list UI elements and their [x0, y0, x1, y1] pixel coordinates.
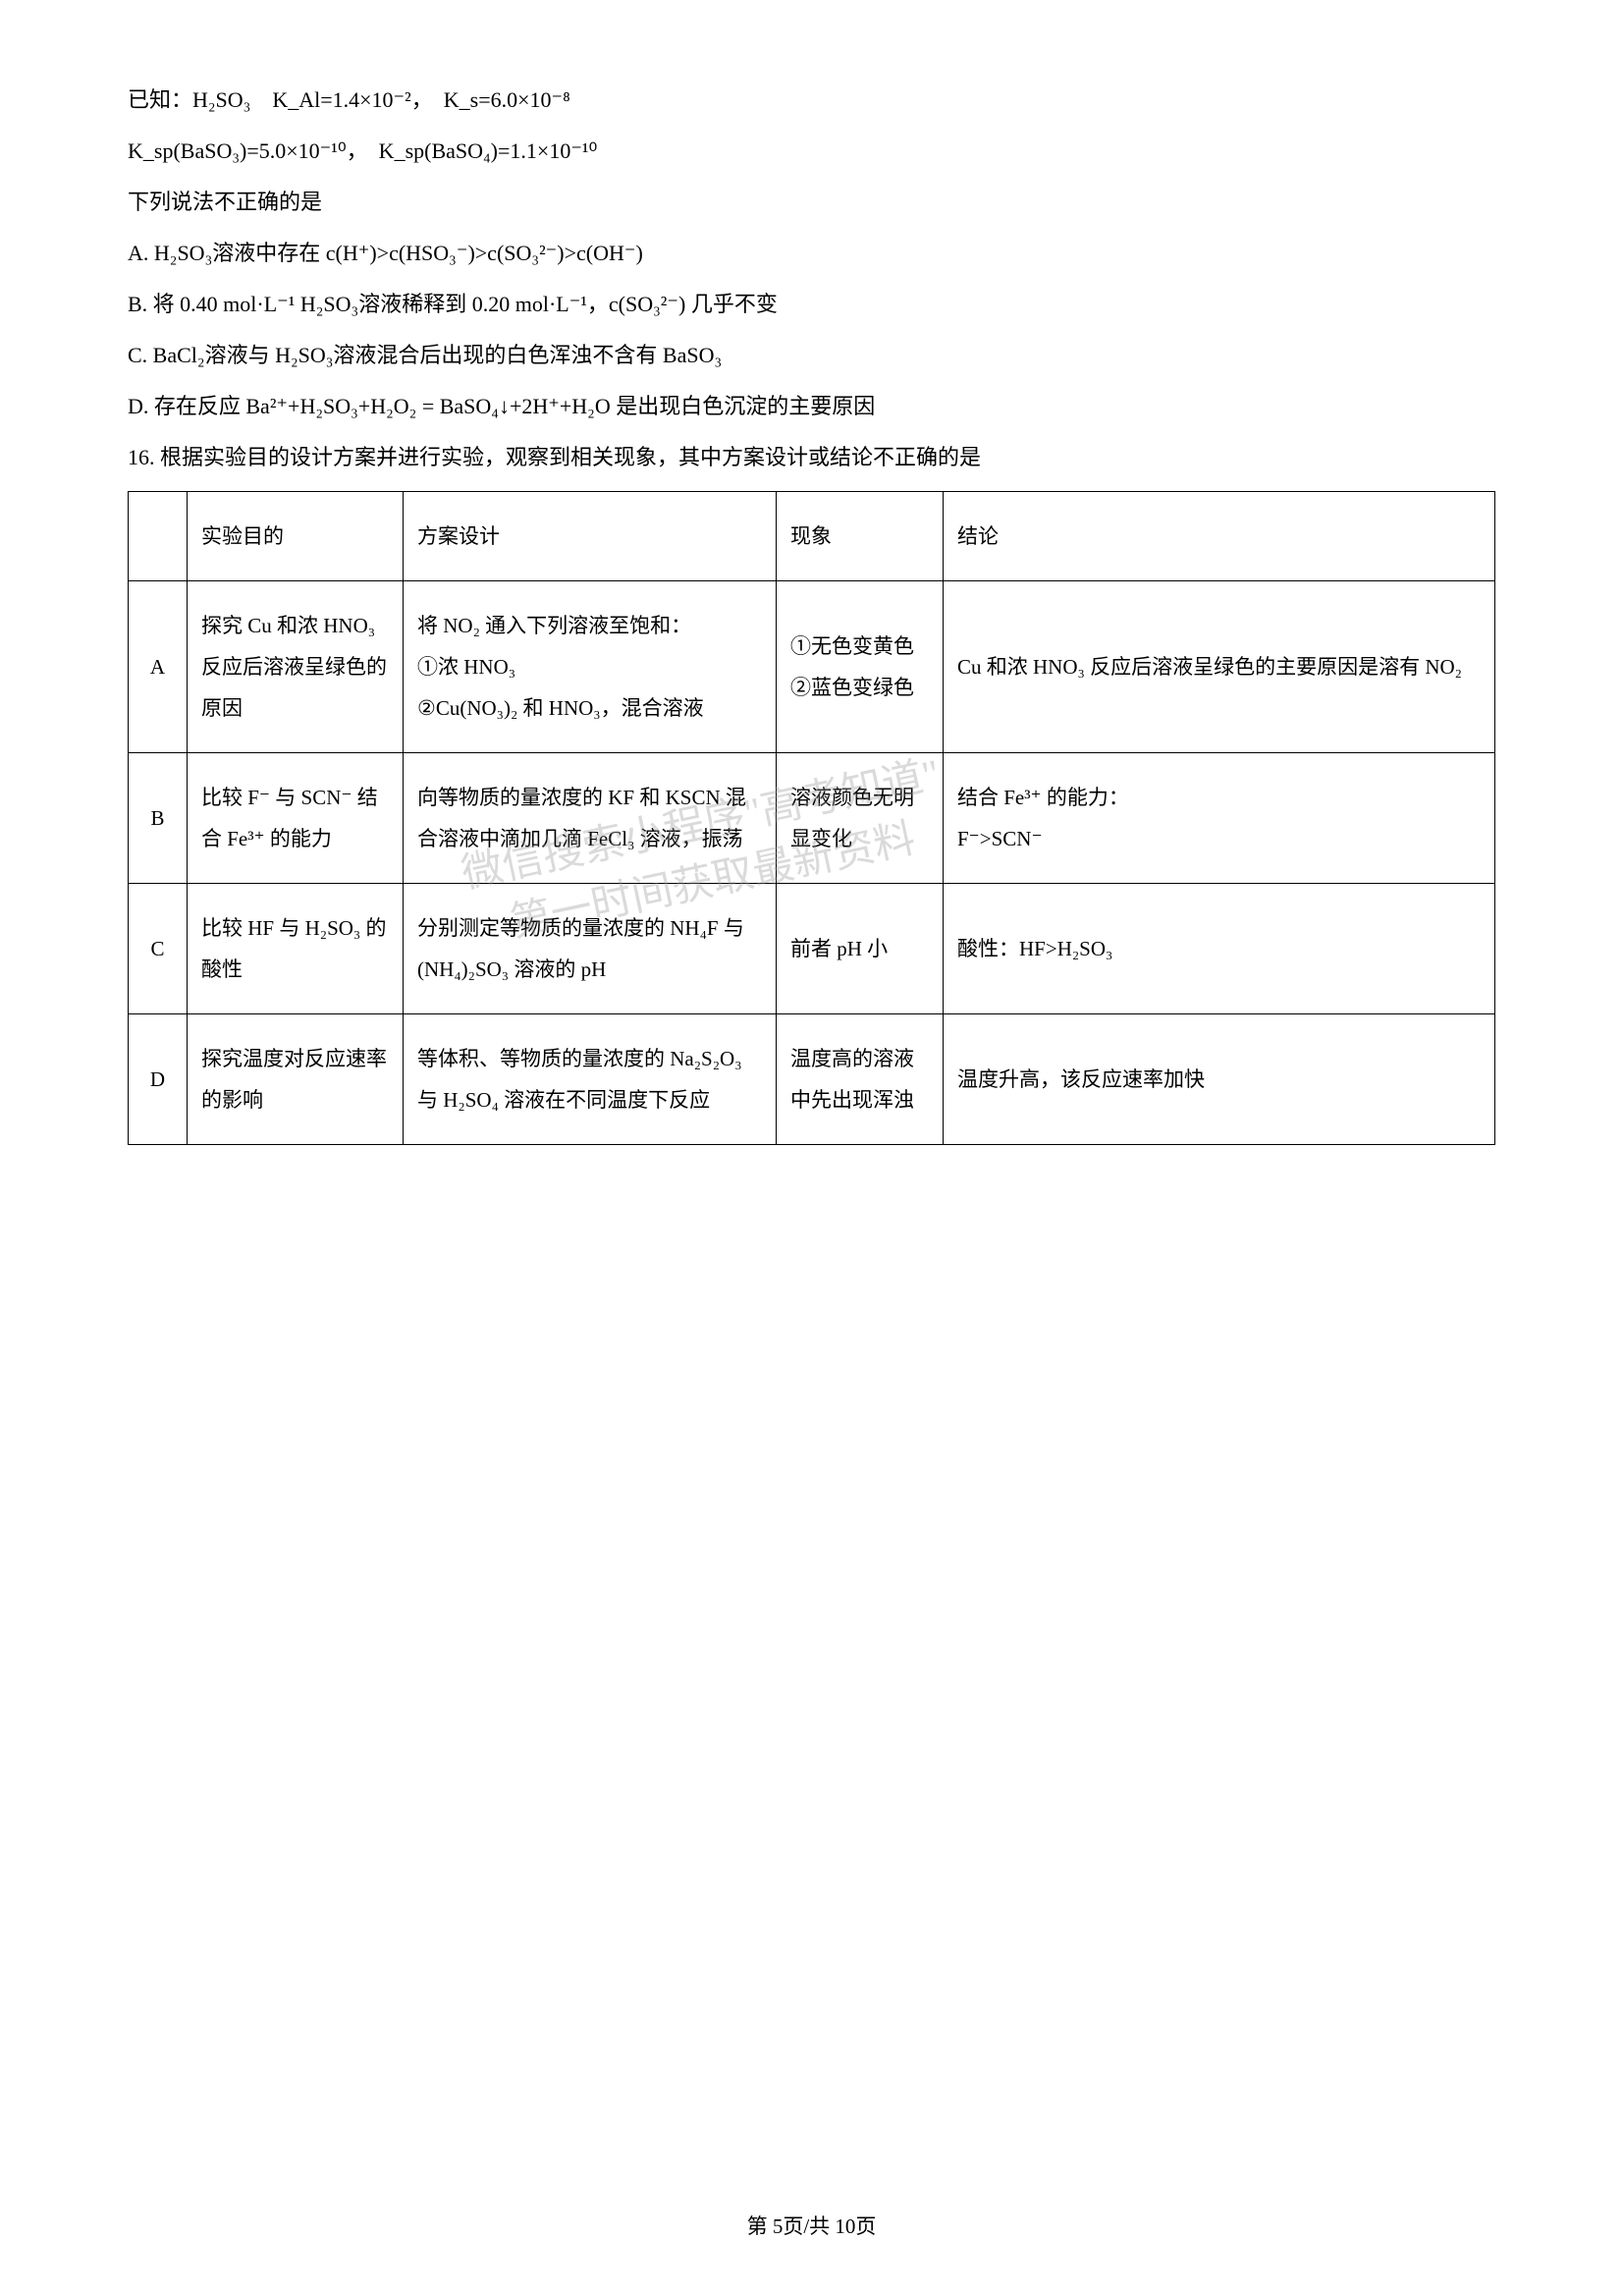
page-footer: 第 5页/共 10页: [0, 2206, 1623, 2247]
row-plan: 分别测定等物质的量浓度的 NH₄F 与 (NH₄)₂SO₃ 溶液的 pH: [404, 884, 777, 1014]
row-phenomenon: 前者 pH 小: [777, 884, 944, 1014]
q16-stem: 16. 根据实验目的设计方案并进行实验，观察到相关现象，其中方案设计或结论不正确…: [128, 436, 1495, 479]
row-phenomenon: 温度高的溶液中先出现浑浊: [777, 1014, 944, 1145]
header-phenomenon: 现象: [777, 492, 944, 581]
row-purpose: 比较 HF 与 H₂SO₃ 的酸性: [188, 884, 404, 1014]
row-conclusion: 温度升高，该反应速率加快: [944, 1014, 1495, 1145]
table-header-row: 实验目的 方案设计 现象 结论: [129, 492, 1495, 581]
header-plan: 方案设计: [404, 492, 777, 581]
row-purpose: 探究 Cu 和浓 HNO₃ 反应后溶液呈绿色的原因: [188, 581, 404, 753]
row-label: D: [129, 1014, 188, 1145]
row-plan: 将 NO₂ 通入下列溶液至饱和：①浓 HNO₃②Cu(NO₃)₂ 和 HNO₃，…: [404, 581, 777, 753]
row-label: C: [129, 884, 188, 1014]
row-plan: 向等物质的量浓度的 KF 和 KSCN 混合溶液中滴加几滴 FeCl₃ 溶液，振…: [404, 753, 777, 884]
given-line-2: K_sp(BaSO₃)=5.0×10⁻¹⁰， K_sp(BaSO₄)=1.1×1…: [128, 130, 1495, 173]
row-purpose: 探究温度对反应速率的影响: [188, 1014, 404, 1145]
row-conclusion: 酸性：HF>H₂SO₃: [944, 884, 1495, 1014]
row-phenomenon: 溶液颜色无明显变化: [777, 753, 944, 884]
row-conclusion: Cu 和浓 HNO₃ 反应后溶液呈绿色的主要原因是溶有 NO₂: [944, 581, 1495, 753]
table-row: B 比较 F⁻ 与 SCN⁻ 结合 Fe³⁺ 的能力 向等物质的量浓度的 KF …: [129, 753, 1495, 884]
option-d: D. 存在反应 Ba²⁺+H₂SO₃+H₂O₂ = BaSO₄↓+2H⁺+H₂O…: [128, 385, 1495, 428]
table-row: C 比较 HF 与 H₂SO₃ 的酸性 分别测定等物质的量浓度的 NH₄F 与 …: [129, 884, 1495, 1014]
option-b: B. 将 0.40 mol·L⁻¹ H₂SO₃溶液稀释到 0.20 mol·L⁻…: [128, 283, 1495, 326]
row-plan: 等体积、等物质的量浓度的 Na₂S₂O₃ 与 H₂SO₄ 溶液在不同温度下反应: [404, 1014, 777, 1145]
header-blank: [129, 492, 188, 581]
table-row: D 探究温度对反应速率的影响 等体积、等物质的量浓度的 Na₂S₂O₃ 与 H₂…: [129, 1014, 1495, 1145]
q16-stem-text: 16. 根据实验目的设计方案并进行实验，观察到相关现象，其中方案设计或结论不正确…: [128, 445, 981, 469]
given-line-1: 已知：H₂SO₃ K_Al=1.4×10⁻²， K_s=6.0×10⁻⁸: [128, 79, 1495, 122]
row-phenomenon: ①无色变黄色②蓝色变绿色: [777, 581, 944, 753]
header-purpose: 实验目的: [188, 492, 404, 581]
option-c: C. BaCl₂溶液与 H₂SO₃溶液混合后出现的白色浑浊不含有 BaSO₃: [128, 334, 1495, 377]
given-line-3: 下列说法不正确的是: [128, 181, 1495, 224]
option-a: A. H₂SO₃溶液中存在 c(H⁺)>c(HSO₃⁻)>c(SO₃²⁻)>c(…: [128, 232, 1495, 275]
row-conclusion: 结合 Fe³⁺ 的能力：F⁻>SCN⁻: [944, 753, 1495, 884]
header-conclusion: 结论: [944, 492, 1495, 581]
row-purpose: 比较 F⁻ 与 SCN⁻ 结合 Fe³⁺ 的能力: [188, 753, 404, 884]
row-label: B: [129, 753, 188, 884]
row-label: A: [129, 581, 188, 753]
table-row: A 探究 Cu 和浓 HNO₃ 反应后溶液呈绿色的原因 将 NO₂ 通入下列溶液…: [129, 581, 1495, 753]
experiment-table: 实验目的 方案设计 现象 结论 A 探究 Cu 和浓 HNO₃ 反应后溶液呈绿色…: [128, 491, 1495, 1145]
